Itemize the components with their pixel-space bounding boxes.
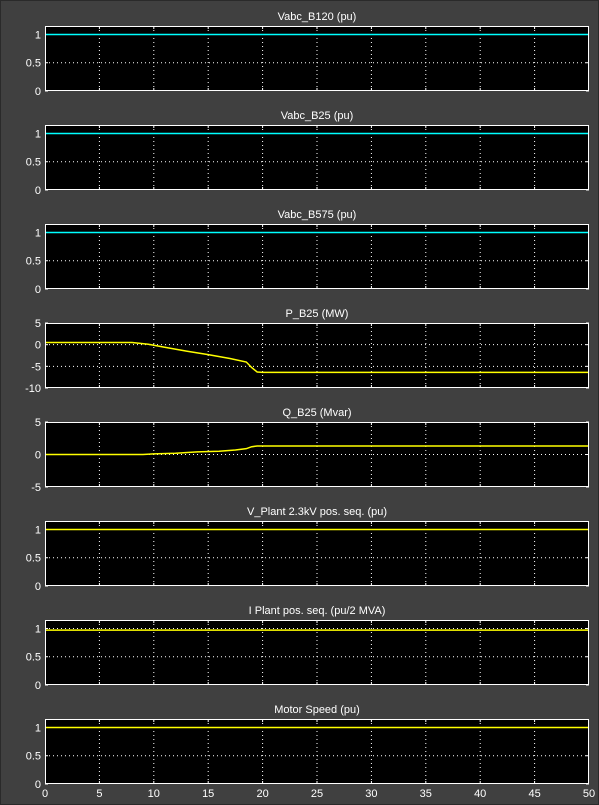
subplot-title: Vabc_B25 (pu) (281, 110, 354, 122)
x-tick-label: 30 (365, 788, 377, 800)
y-tick-label: 5 (35, 318, 41, 330)
subplot-7: I Plant pos. seq. (pu/2 MVA) 0 0.5 1 (26, 605, 589, 692)
y-tick-label: -5 (31, 361, 41, 373)
x-tick-label: 10 (148, 788, 160, 800)
axes-border (45, 26, 589, 91)
y-tick-label: 5 (35, 417, 41, 429)
x-tick-label: 15 (202, 788, 214, 800)
x-tick-label: 0 (42, 788, 48, 800)
y-tick-label: 1 (35, 227, 41, 239)
subplot-title: V_Plant 2.3kV pos. seq. (pu) (247, 506, 387, 518)
x-tick-label: 40 (474, 788, 486, 800)
subplot-title: Vabc_B575 (pu) (278, 209, 357, 221)
y-tick-label: 0 (35, 185, 41, 197)
y-tick-label: 0 (35, 340, 41, 352)
subplot-6: V_Plant 2.3kV pos. seq. (pu) 0 0.5 1 (26, 506, 589, 593)
y-tick-label: 1 (35, 722, 41, 734)
y-tick-label: 0.5 (26, 58, 41, 70)
y-tick-label: 0 (35, 581, 41, 593)
y-tick-label: 0.5 (26, 553, 41, 565)
axes-border (45, 125, 589, 190)
subplot-1: Vabc_B120 (pu) 0 0.5 1 (26, 11, 589, 98)
subplot-3: Vabc_B575 (pu) 0 0.5 1 (26, 209, 589, 296)
y-tick-label: 1 (35, 29, 41, 41)
axes-border (45, 323, 589, 388)
y-tick-label: 0 (35, 284, 41, 296)
subplot-title: Q_B25 (Mvar) (282, 407, 351, 419)
subplot-title: I Plant pos. seq. (pu/2 MVA) (249, 605, 386, 617)
y-tick-label: 0.5 (26, 256, 41, 268)
y-tick-label: 0 (35, 779, 41, 791)
y-tick-label: -5 (31, 482, 41, 494)
subplot-2: Vabc_B25 (pu) 0 0.5 1 (26, 110, 589, 197)
axes-border (45, 422, 589, 487)
y-tick-label: 0 (35, 450, 41, 462)
x-tick-label: 50 (583, 788, 595, 800)
y-tick-label: 1 (35, 623, 41, 635)
y-tick-label: 0.5 (26, 157, 41, 169)
y-tick-label: 1 (35, 524, 41, 536)
y-tick-label: 0 (35, 86, 41, 98)
x-tick-label: 35 (420, 788, 432, 800)
y-tick-label: 0 (35, 680, 41, 692)
subplot-title: P_B25 (MW) (286, 308, 349, 320)
subplot-title: Vabc_B120 (pu) (278, 11, 357, 23)
x-tick-label: 25 (311, 788, 323, 800)
x-tick-label: 5 (96, 788, 102, 800)
x-tick-label: 20 (256, 788, 268, 800)
axes-border (45, 719, 589, 784)
axes-border (45, 620, 589, 685)
x-tick-label: 45 (528, 788, 540, 800)
series-line (45, 341, 589, 374)
series-line (45, 445, 589, 456)
y-tick-label: 0.5 (26, 652, 41, 664)
subplot-8: Motor Speed (pu)00.510 5 10 15 20 25 30 35 40 45 5… (26, 704, 595, 800)
subplot-5: Q_B25 (Mvar) -5 0 5 (31, 407, 589, 494)
subplot-title: Motor Speed (pu) (274, 704, 360, 716)
subplot-4: P_B25 (MW) -10 -5 0 5 (25, 308, 589, 395)
y-tick-label: -10 (25, 383, 41, 395)
axes-border (45, 224, 589, 289)
y-tick-label: 1 (35, 128, 41, 140)
y-tick-label: 0.5 (26, 751, 41, 763)
axes-border (45, 521, 589, 586)
